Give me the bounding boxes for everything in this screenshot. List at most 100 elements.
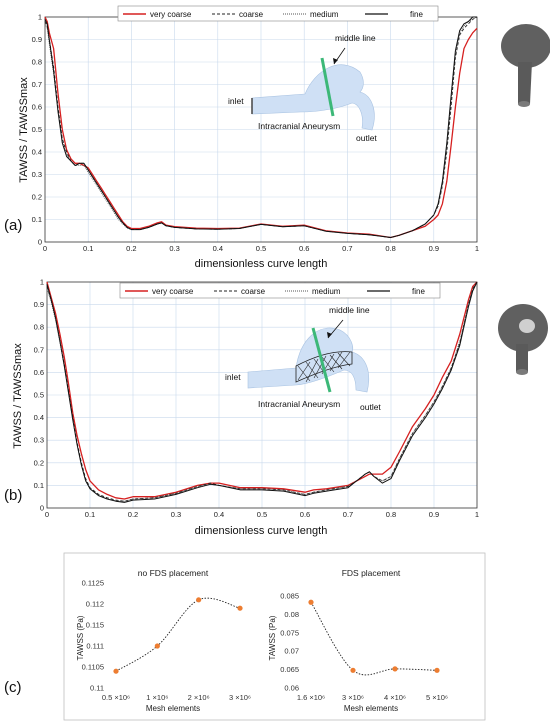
legend-text-coarse-a: coarse <box>239 10 264 19</box>
y-axis-label-a: TAWSS / TAWSSmax <box>18 77 30 183</box>
panel-c-frame <box>63 552 486 721</box>
series-line-very-coarse-b <box>46 281 478 500</box>
chart-c2-ticks: 0.06 0.065 0.07 0.075 0.08 0.085 1.6 ×10⁶ 3 ×10… <box>280 592 448 703</box>
x-tick-label: 3 ×10⁶ <box>229 693 251 702</box>
x-tick-label: 0 <box>43 244 47 253</box>
y-tick-label: 0.3 <box>32 170 42 179</box>
inlet-label-a: inlet <box>228 96 244 106</box>
series-lines-b <box>46 281 478 503</box>
series-line-fine-b <box>46 281 478 503</box>
x-tick-label: 0.1 <box>85 510 95 519</box>
legend-text-medium-b: medium <box>312 287 341 296</box>
legend-text-medium-a: medium <box>310 10 339 19</box>
data-point <box>113 668 119 674</box>
x-tick-label: 1.6 ×10⁶ <box>297 693 325 702</box>
y-tick-label: 0.2 <box>34 458 44 467</box>
y-tick-label: 0.075 <box>280 628 299 637</box>
x-tick-label: 3 ×10⁶ <box>342 693 364 702</box>
x-tick-label: 0.3 <box>171 510 181 519</box>
x-tick-label: 0.9 <box>429 510 439 519</box>
tick-labels-a: 0 0.1 0.2 0.3 0.4 0.5 0.6 0.7 0.8 0.9 1 0 0.1 0.2 0.3 0… <box>32 13 480 254</box>
inlet-label-b: inlet <box>225 372 241 382</box>
y-tick-label: 0.7 <box>34 345 44 354</box>
x-tick-label: 1 <box>475 244 479 253</box>
chart-c1-series <box>113 597 243 674</box>
y-tick-label: 0.1 <box>34 481 44 490</box>
x-tick-label: 4 ×10⁶ <box>384 693 406 702</box>
grid-b <box>47 282 477 508</box>
x-tick-label: 0.4 <box>214 510 224 519</box>
aneurysm-label-b: Intracranial Aneurysm <box>258 399 340 409</box>
aneurysm-label-a: Intracranial Aneurysm <box>258 121 340 131</box>
middle-line-label-a: middle line <box>335 33 376 43</box>
y-tick-label: 0.1 <box>32 215 42 224</box>
legend-text-coarse-b: coarse <box>241 287 266 296</box>
y-tick-label: 0.8 <box>32 58 42 67</box>
middle-line-marker-b <box>311 327 332 393</box>
chart-c1-ticks: 0.11 0.1105 0.111 0.115 0.112 0.1125 0.5 ×10⁶ 1… <box>82 579 251 703</box>
mesh-model-a <box>501 24 550 107</box>
y-tick-label: 0.5 <box>32 125 42 134</box>
mesh-sac-a <box>501 24 550 68</box>
x-tick-label: 0.8 <box>386 510 396 519</box>
panel-label-a: (a) <box>4 217 22 234</box>
chart-c1-title: no FDS placement <box>138 568 209 578</box>
legend-text-very-coarse-b: very coarse <box>152 287 194 296</box>
mesh-convergence-line-c2 <box>310 602 438 676</box>
y-tick-label: 0.3 <box>34 436 44 445</box>
middle-line-marker-a <box>320 57 335 117</box>
y-tick-label: 0.6 <box>34 368 44 377</box>
x-tick-label: 0.5 <box>257 510 267 519</box>
grid-a <box>45 17 477 242</box>
tick-labels-b: 0 0.1 0.2 0.3 0.4 0.5 0.6 0.7 0.8 0.9 1 0 0.1 0.2 0.3 0… <box>34 278 480 520</box>
panel-label-c: (c) <box>4 679 22 696</box>
middle-line-arrowhead-b <box>327 332 332 338</box>
x-tick-label: 0.2 <box>128 510 138 519</box>
y-tick-label: 0.2 <box>32 193 42 202</box>
data-point <box>350 667 356 673</box>
x-tick-label: 0.7 <box>343 510 353 519</box>
x-tick-label: 0 <box>45 510 49 519</box>
y-tick-label: 0.9 <box>34 300 44 309</box>
chart-a-tawss-profile: (a) TAWSS / TAWSSmax dimensionless curve… <box>4 5 480 270</box>
series-lines-a <box>44 16 478 239</box>
series-line-fine-a <box>44 16 477 238</box>
series-line-very-coarse-a <box>44 16 478 239</box>
chart-c2-series <box>308 599 440 676</box>
x-tick-label: 0.5 ×10⁶ <box>102 693 130 702</box>
chart-b-tawss-profile: (b) TAWSS / TAWSSmax dimensionless curve… <box>4 278 479 538</box>
chart-c-fds: FDS placement TAWSS (Pa) Mesh elements 0… <box>268 568 448 713</box>
y-tick-label: 0.11 <box>90 684 104 693</box>
mesh-fds-opening-b <box>519 319 535 333</box>
x-axis-label-a: dimensionless curve length <box>195 258 328 270</box>
y-tick-label: 0.07 <box>284 647 299 656</box>
legend-b: very coarse coarse medium fine <box>119 282 441 299</box>
x-tick-label: 0.2 <box>126 244 136 253</box>
x-tick-label: 0.7 <box>342 244 352 253</box>
panel-label-b: (b) <box>4 487 22 504</box>
y-tick-label: 0.111 <box>86 642 104 651</box>
legend-box-b <box>119 282 441 299</box>
vessel-shape-a <box>251 64 375 131</box>
y-tick-label: 0.4 <box>32 148 42 157</box>
x-tick-label: 0.6 <box>300 510 310 519</box>
mesh-convergence-line-c1 <box>115 597 241 672</box>
mesh-vessel-b <box>516 344 528 372</box>
legend-text-fine-b: fine <box>412 287 425 296</box>
legend-text-very-coarse-a: very coarse <box>150 10 192 19</box>
plot-frame-b <box>46 281 478 509</box>
y-tick-label: 1 <box>40 278 44 287</box>
mesh-vessel-end-b <box>516 369 528 375</box>
legend-a: very coarse coarse medium fine <box>117 5 439 22</box>
mesh-vessel-end-a <box>518 101 530 107</box>
data-point <box>308 599 314 605</box>
y-tick-label: 0.1105 <box>82 663 104 672</box>
aneurysm-inset-a: middle line inlet outlet Intracranial An… <box>228 33 377 143</box>
y-tick-label: 0.4 <box>34 413 44 422</box>
y-tick-label: 1 <box>38 13 42 22</box>
x-tick-label: 5 ×10⁶ <box>426 693 448 702</box>
x-tick-label: 0.5 <box>256 244 266 253</box>
y-tick-label: 0.115 <box>86 621 104 630</box>
y-tick-label: 0 <box>38 238 42 247</box>
middle-line-arrowhead-a <box>333 58 338 64</box>
